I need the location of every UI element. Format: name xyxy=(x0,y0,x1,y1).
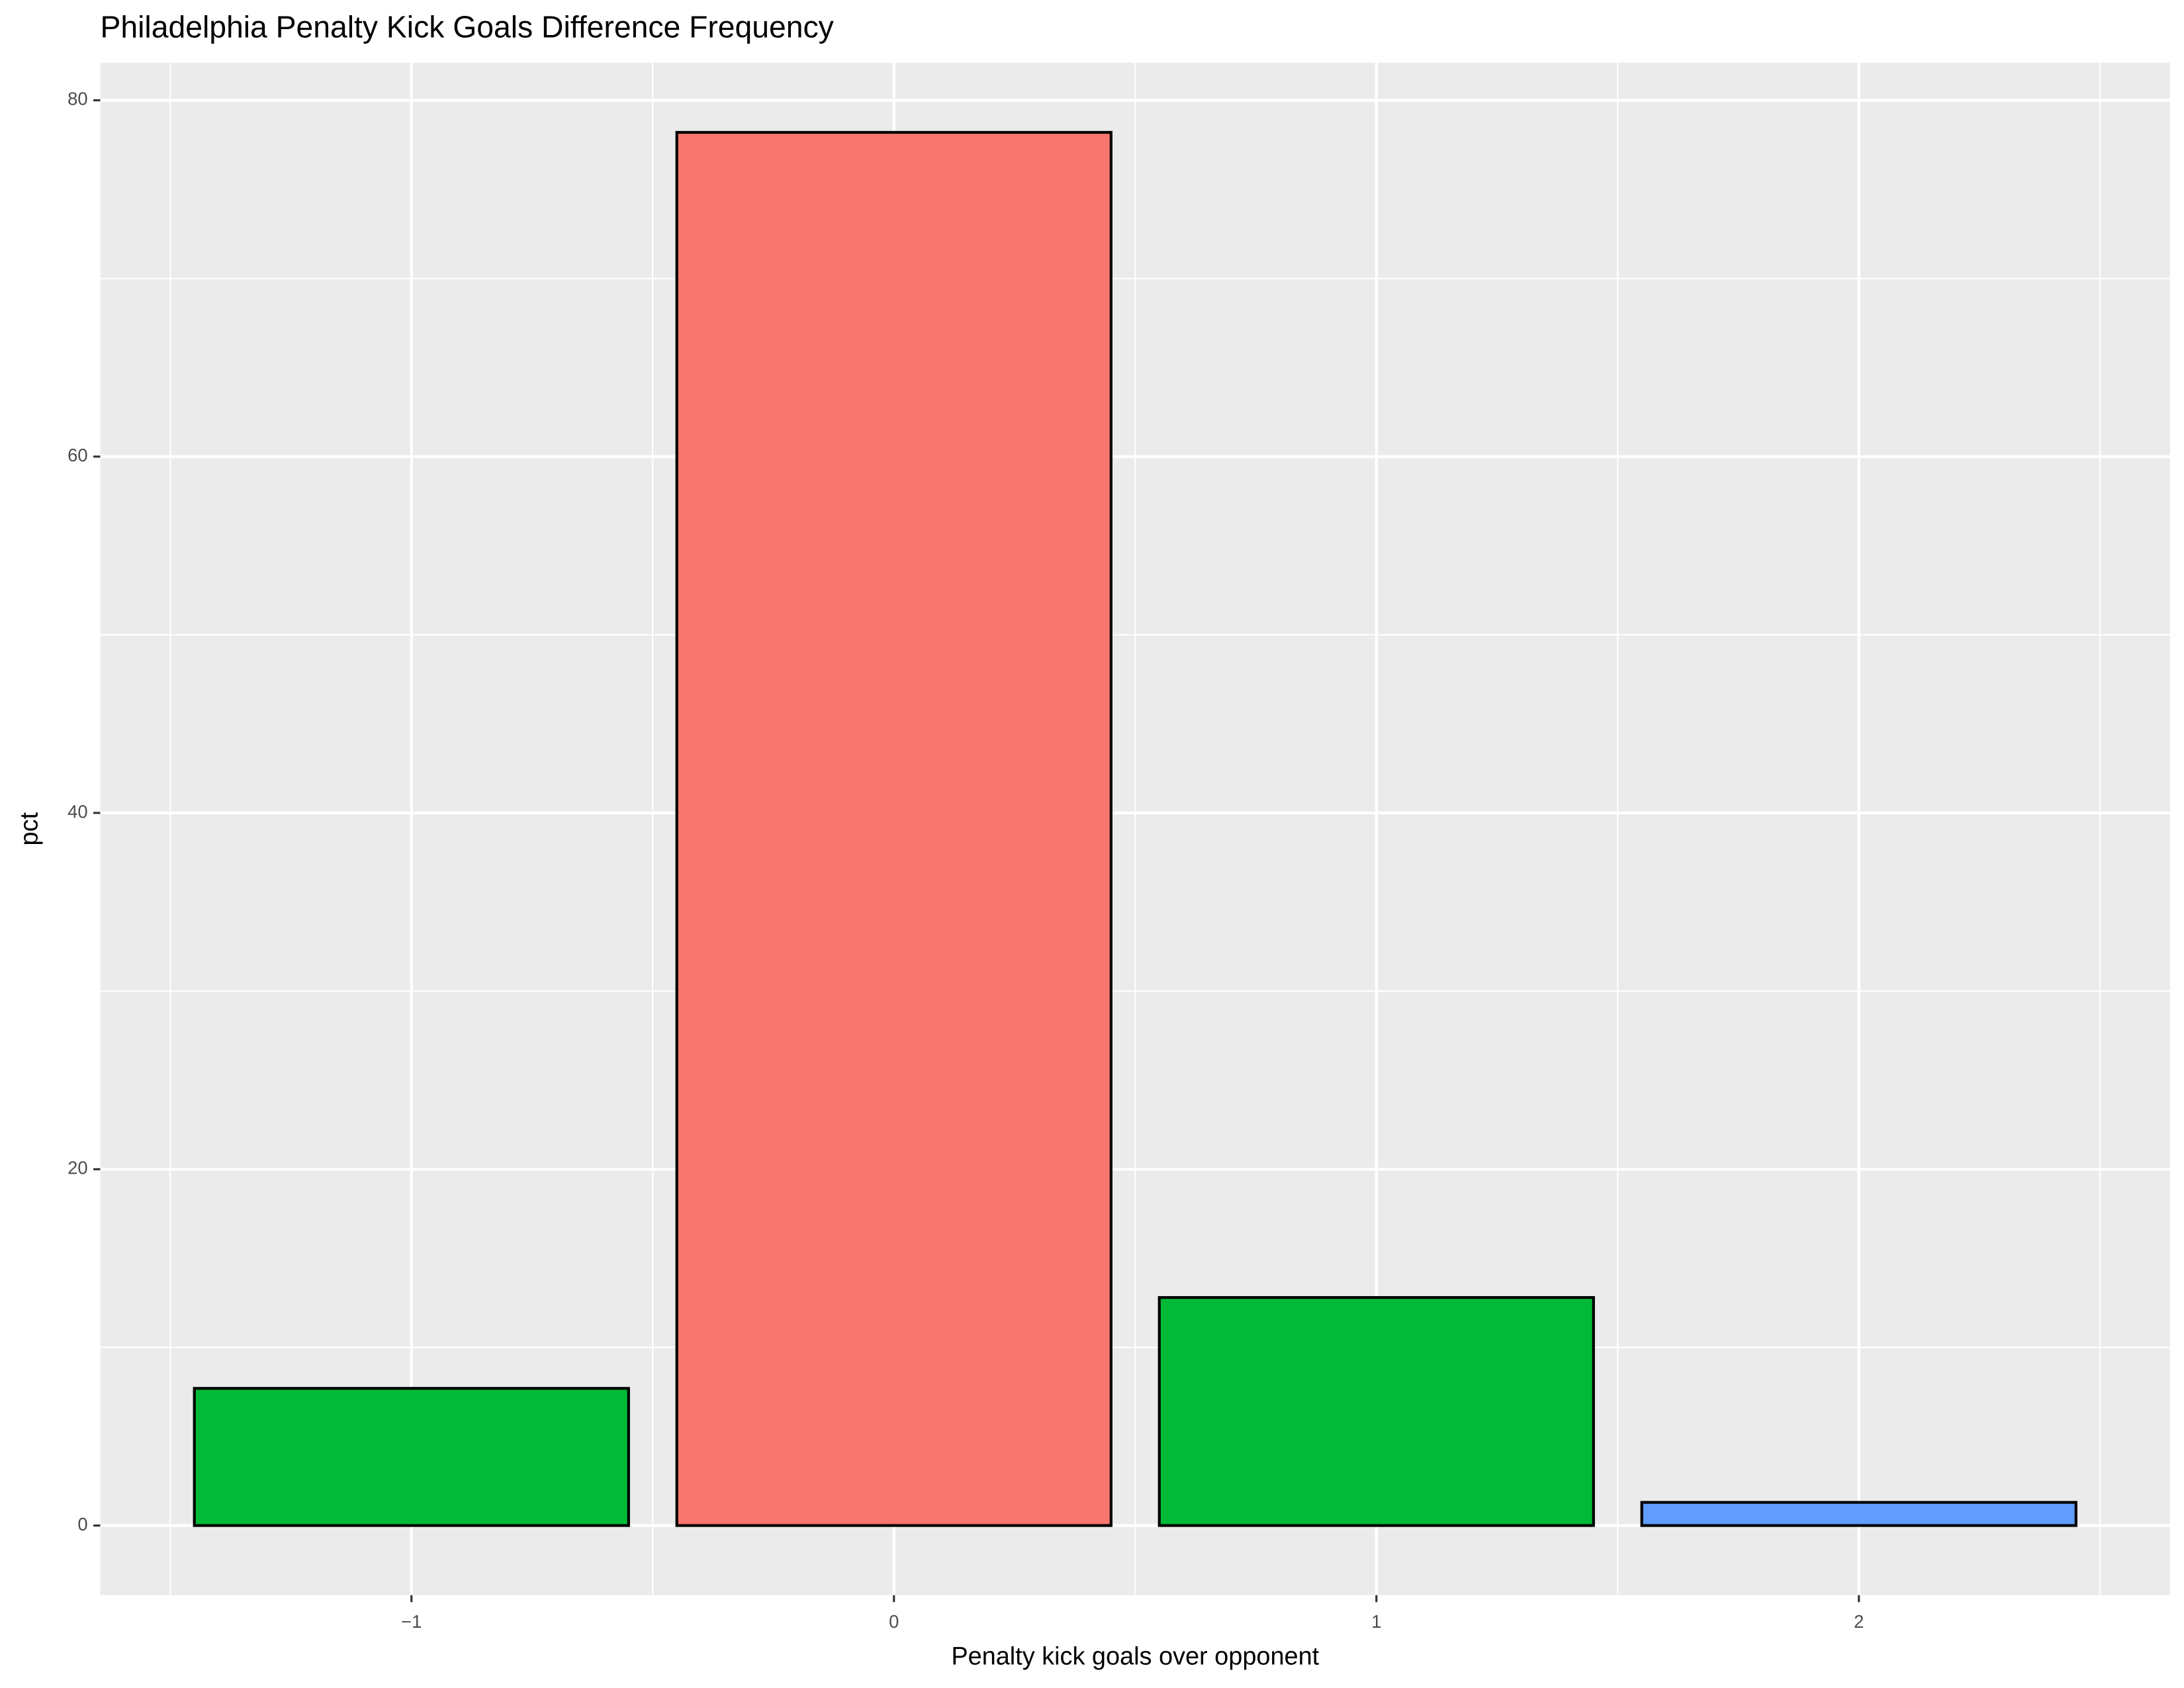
x-axis-title: Penalty kick goals over opponent xyxy=(951,1643,1319,1671)
x-tick-label: 0 xyxy=(889,1611,899,1632)
x-tick-label: 1 xyxy=(1371,1611,1381,1632)
x-tick-label: 2 xyxy=(1854,1611,1864,1632)
y-tick-label: 80 xyxy=(68,89,87,109)
chart-title: Philadelphia Penalty Kick Goals Differen… xyxy=(101,9,835,44)
y-axis-title: pct xyxy=(15,812,43,846)
bar xyxy=(193,1387,630,1527)
y-tick-label: 60 xyxy=(68,445,87,465)
y-tick-label: 40 xyxy=(68,801,87,821)
bar xyxy=(1158,1295,1595,1527)
bar xyxy=(1640,1501,2077,1527)
bar xyxy=(675,130,1113,1527)
y-tick-label: 20 xyxy=(68,1158,87,1178)
x-tick-label: −1 xyxy=(401,1611,422,1632)
y-tick-label: 0 xyxy=(77,1514,87,1534)
